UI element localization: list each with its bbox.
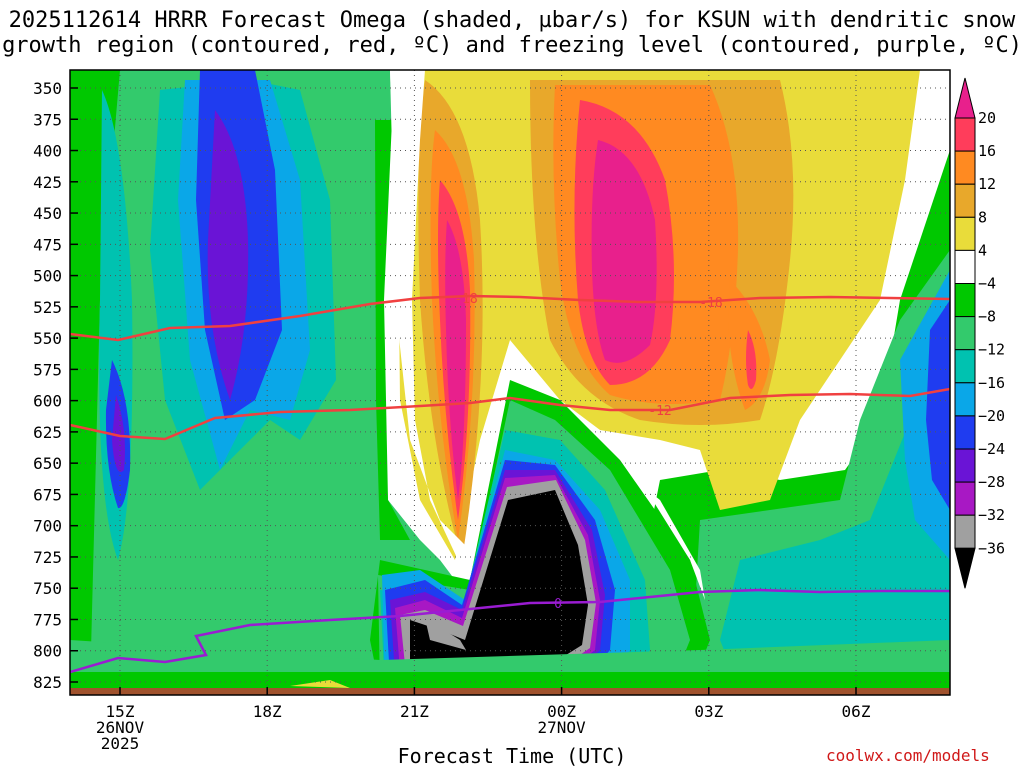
colorbar-segment bbox=[954, 283, 976, 318]
field-red-small bbox=[746, 330, 757, 389]
y-tick-label: 400 bbox=[33, 142, 62, 161]
colorbar-label: −20 bbox=[978, 407, 1005, 425]
colorbar-label: −28 bbox=[978, 473, 1005, 491]
y-tick-label: 650 bbox=[33, 454, 62, 473]
colorbar-label: −36 bbox=[978, 539, 1005, 557]
colorbar-segment bbox=[954, 349, 976, 384]
y-tick-label: 350 bbox=[33, 79, 62, 98]
colorbar-segment bbox=[954, 249, 976, 284]
colorbar-label: −8 bbox=[978, 308, 996, 326]
field-magenta-1 bbox=[445, 220, 466, 500]
colorbar-bottom-arrow bbox=[954, 547, 976, 589]
colorbar-label: 16 bbox=[978, 142, 996, 160]
colorbar-segment bbox=[954, 415, 976, 450]
field-teal-east bbox=[720, 320, 950, 690]
contour-zero bbox=[70, 588, 950, 674]
x-tick-label: 26NOV bbox=[96, 718, 145, 737]
y-tick-label: 725 bbox=[33, 548, 62, 567]
colorbar-segment bbox=[954, 117, 976, 152]
y-tick-label: 525 bbox=[33, 298, 62, 317]
colorbar: 20 16 12 8 4 −4 −8 −12 −16 −20 −24 −28 −32 −36 bbox=[954, 77, 1005, 589]
x-tick-label: 03Z bbox=[694, 702, 723, 721]
colorbar-label: 8 bbox=[978, 208, 987, 226]
field-teal-southeast bbox=[780, 570, 840, 640]
field-black-core bbox=[410, 490, 588, 660]
y-tick-label: 750 bbox=[33, 579, 62, 598]
chart-title-line2: growth region (contoured, red, ºC) and f… bbox=[2, 33, 1022, 58]
colorbar-segment bbox=[954, 448, 976, 483]
field-green-bottom bbox=[70, 672, 950, 690]
x-tick-label: 21Z bbox=[400, 702, 429, 721]
contours: -18 -18 -12 0 bbox=[70, 292, 950, 674]
terrain-strip bbox=[70, 688, 950, 695]
contour-label-minus12: -12 bbox=[648, 404, 671, 419]
colorbar-label: −4 bbox=[978, 275, 996, 293]
y-tick-label: 600 bbox=[33, 392, 62, 411]
colorbar-label: 20 bbox=[978, 109, 996, 127]
colorbar-label: 12 bbox=[978, 175, 996, 193]
credit-text: coolwx.com/models bbox=[826, 746, 990, 765]
x-tick-label: 06Z bbox=[842, 702, 871, 721]
colorbar-segment bbox=[954, 150, 976, 185]
colorbar-label: −12 bbox=[978, 341, 1005, 359]
colorbar-segment bbox=[954, 316, 976, 351]
y-tick-label: 775 bbox=[33, 610, 62, 629]
colorbar-label: −24 bbox=[978, 440, 1005, 458]
y-tick-label: 550 bbox=[33, 329, 62, 348]
y-tick-label: 575 bbox=[33, 360, 62, 379]
field-purple-left-core bbox=[112, 395, 125, 472]
y-tick-label: 375 bbox=[33, 110, 62, 129]
contour-label-minus18-b: -18 bbox=[699, 296, 722, 311]
x-tick-label: 2025 bbox=[101, 734, 140, 753]
field-green-west-strip bbox=[375, 120, 410, 540]
x-tick-label: 00Z bbox=[547, 702, 576, 721]
y-tick-label: 700 bbox=[33, 517, 62, 536]
y-tick-label: 675 bbox=[33, 485, 62, 504]
colorbar-segment bbox=[954, 382, 976, 417]
field-white-gap bbox=[390, 70, 705, 600]
colorbar-label: 4 bbox=[978, 241, 987, 259]
chart-title-line1: 2025112614 HRRR Forecast Omega (shaded, … bbox=[8, 8, 1016, 33]
y-axis: 350 375 400 425 450 475 500 525 550 575 600 625 650 6… bbox=[33, 79, 78, 692]
x-axis-label: Forecast Time (UTC) bbox=[397, 744, 627, 768]
colorbar-label: −32 bbox=[978, 506, 1005, 524]
contour-minus12 bbox=[70, 387, 950, 441]
x-tick-label: 15Z bbox=[106, 702, 135, 721]
colorbar-segment bbox=[954, 481, 976, 516]
y-tick-label: 500 bbox=[33, 267, 62, 286]
colorbar-segment bbox=[954, 514, 976, 549]
colorbar-top-arrow bbox=[954, 77, 976, 119]
contour-label-zero: 0 bbox=[554, 597, 562, 612]
y-tick-label: 425 bbox=[33, 173, 62, 192]
field-gray-notch bbox=[425, 618, 466, 650]
y-tick-label: 475 bbox=[33, 235, 62, 254]
x-tick-label: 18Z bbox=[253, 702, 282, 721]
field-green-west-dark bbox=[70, 70, 120, 690]
colorbar-segment bbox=[954, 183, 976, 218]
omega-field bbox=[70, 70, 950, 695]
plot-frame bbox=[69, 69, 951, 696]
y-tick-label: 625 bbox=[33, 423, 62, 442]
colorbar-segment bbox=[954, 216, 976, 251]
contour-label-minus18-a: -18 bbox=[454, 292, 477, 307]
colorbar-label: −16 bbox=[978, 374, 1005, 392]
y-tick-label: 825 bbox=[33, 673, 62, 692]
field-blue-east bbox=[926, 300, 950, 510]
contour-minus18 bbox=[70, 294, 950, 342]
y-tick-label: 800 bbox=[33, 642, 62, 661]
y-tick-label: 450 bbox=[33, 204, 62, 223]
x-tick-label: 27NOV bbox=[538, 718, 587, 737]
